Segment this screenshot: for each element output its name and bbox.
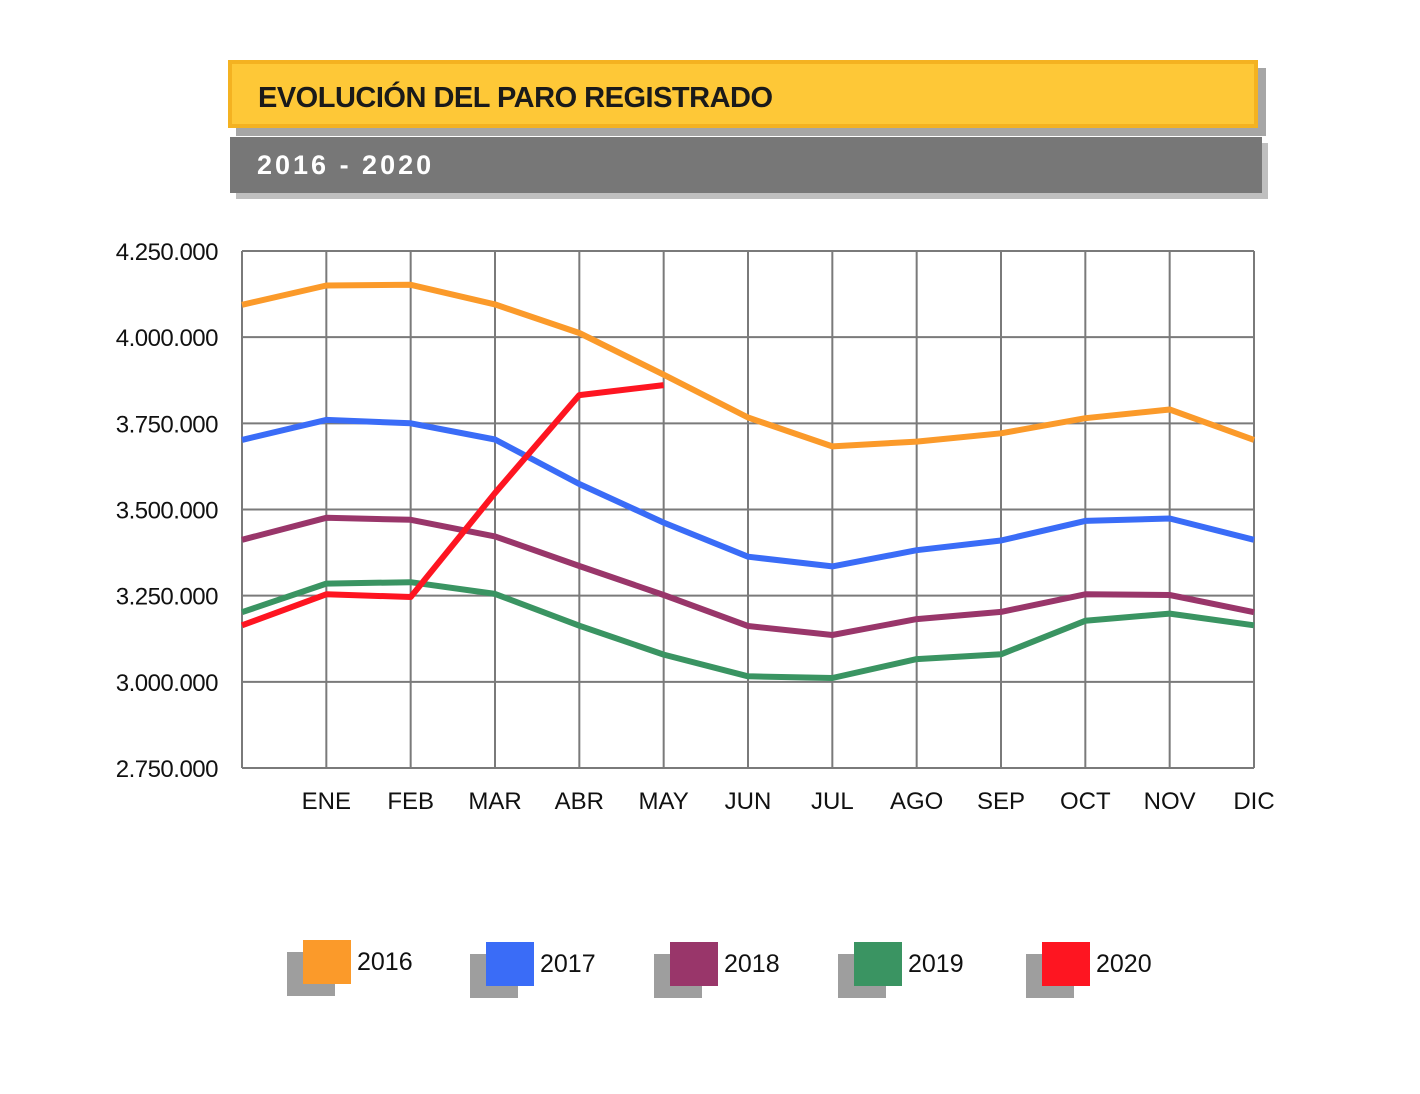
x-tick-label: SEP	[977, 788, 1025, 815]
x-tick-label: MAY	[639, 788, 689, 815]
series-line-2019	[241, 579, 1255, 681]
series-line-2020	[240, 382, 665, 629]
y-axis-ticks: 4.250.000 4.000.000 3.750.000 3.500.000 3.25…	[116, 239, 219, 783]
x-tick-label: OCT	[1060, 788, 1111, 815]
y-tick-label: 3.750.000	[116, 411, 218, 438]
y-tick-label: 3.500.000	[116, 498, 218, 525]
chart-title-banner: EVOLUCIÓN DEL PARO REGISTRADO	[228, 60, 1258, 128]
chart-series	[240, 281, 1256, 681]
y-tick-label: 4.250.000	[116, 239, 218, 266]
x-tick-label: NOV	[1144, 788, 1196, 815]
x-tick-label: ABR	[555, 788, 604, 815]
series-line-2016	[241, 281, 1256, 450]
y-tick-label: 3.250.000	[116, 584, 218, 611]
y-tick-label: 3.000.000	[116, 670, 218, 697]
chart-title: EVOLUCIÓN DEL PARO REGISTRADO	[258, 82, 773, 114]
y-tick-label: 2.750.000	[116, 756, 218, 783]
x-tick-label: FEB	[387, 788, 434, 815]
x-tick-label: MAR	[468, 788, 521, 815]
x-axis-ticks: ENE FEB MAR ABR MAY JUN JUL AGO SEP OCT NOV DIC	[302, 788, 1275, 815]
x-tick-label: AGO	[890, 788, 943, 815]
x-tick-label: DIC	[1233, 788, 1274, 815]
y-tick-label: 4.000.000	[116, 325, 218, 352]
x-tick-label: JUL	[811, 788, 854, 815]
x-tick-label: JUN	[725, 788, 772, 815]
x-tick-label: ENE	[302, 788, 351, 815]
series-line-2017	[241, 416, 1255, 570]
chart-subtitle-banner: 2016 - 2020	[230, 137, 1262, 193]
series-line-2018	[241, 514, 1255, 638]
chart-grid	[241, 250, 1255, 769]
chart-subtitle: 2016 - 2020	[257, 150, 435, 180]
